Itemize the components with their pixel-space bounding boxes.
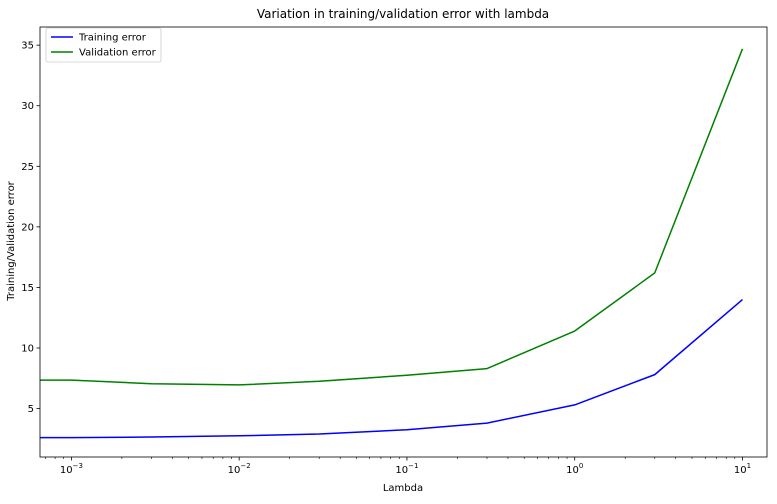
y-tick-label: 30	[21, 101, 34, 112]
x-tick-label: 100	[566, 462, 583, 476]
y-tick-label: 5	[28, 404, 34, 415]
y-tick-label: 15	[21, 283, 34, 294]
legend-box	[45, 27, 162, 63]
x-tick-label: 10−2	[228, 462, 251, 476]
y-tick-label: 10	[21, 343, 34, 354]
x-tick-label: 10−1	[395, 462, 418, 476]
series-line-validation-error	[40, 48, 744, 386]
y-tick-label: 35	[21, 41, 34, 52]
x-tick-label: 101	[734, 462, 751, 476]
y-axis-label: Training/Validation error	[6, 180, 17, 301]
legend-label: Training error	[78, 33, 147, 44]
plot-frame	[39, 26, 768, 458]
x-tick-label: 10−3	[60, 462, 83, 476]
y-tick-label: 25	[21, 162, 34, 173]
y-tick-label: 20	[21, 222, 34, 233]
legend: Training error Validation error	[45, 27, 162, 63]
plot-area: 5 10 15 20 25 30 35 10−3 10−2 10−1 100 101	[21, 26, 768, 476]
chart-title: Variation in training/validation error w…	[257, 7, 549, 21]
series-line-training-error	[40, 298, 743, 439]
legend-label: Validation error	[79, 48, 157, 59]
x-axis-label: Lambda	[383, 483, 423, 494]
